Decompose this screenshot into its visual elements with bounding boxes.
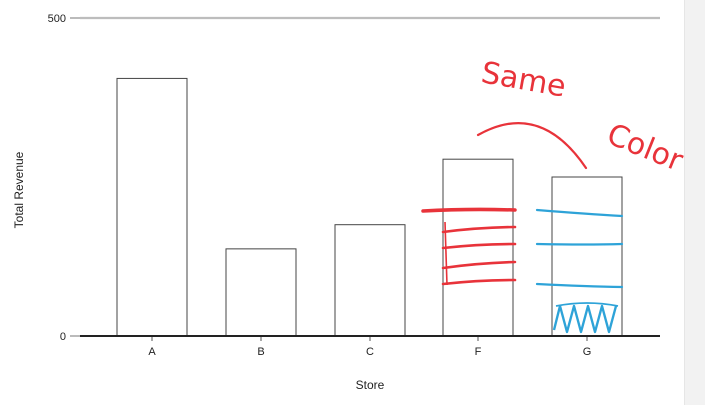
- blue-zigzag-fill: [552, 304, 618, 334]
- bars: [116, 77, 623, 337]
- y-tick-label: 0: [60, 331, 66, 343]
- bar-c: [334, 224, 406, 337]
- x-tick-label: F: [475, 346, 482, 358]
- x-tick-label: C: [366, 346, 374, 358]
- red-scribble-stroke: [444, 221, 448, 286]
- y-axis-title: Total Revenue: [12, 151, 26, 228]
- x-axis-title: Store: [356, 378, 385, 392]
- red-scribble-stroke: [441, 260, 517, 270]
- red-scribble-stroke: [441, 225, 517, 234]
- x-tick-label: B: [257, 346, 264, 358]
- red-scribble-stroke: [441, 278, 517, 286]
- bar-b: [225, 248, 297, 337]
- blue-scribble-stroke: [535, 208, 624, 218]
- blue-scribble-stroke: [535, 282, 624, 289]
- x-tick-label: A: [148, 346, 156, 358]
- red-scribble-stroke: [441, 242, 517, 250]
- bar-chart: 0 500 A B C F G Total Revenue Store Same Color: [12, 13, 684, 392]
- side-panel-edge: [684, 0, 705, 405]
- bar-a: [116, 77, 188, 337]
- hand-drawn-annotation: [421, 122, 624, 334]
- annotation-text-color: Color: [602, 117, 684, 179]
- red-scribble-stroke: [421, 207, 517, 213]
- x-tick-label: G: [583, 346, 592, 358]
- annotation-text-same: Same: [479, 55, 569, 104]
- axes: 0 500 A B C F G: [48, 13, 660, 358]
- blue-scribble-stroke: [535, 242, 624, 246]
- blue-scribble-stroke: [555, 302, 619, 307]
- annotation-arc: [476, 122, 588, 170]
- y-tick-label: 500: [48, 13, 66, 25]
